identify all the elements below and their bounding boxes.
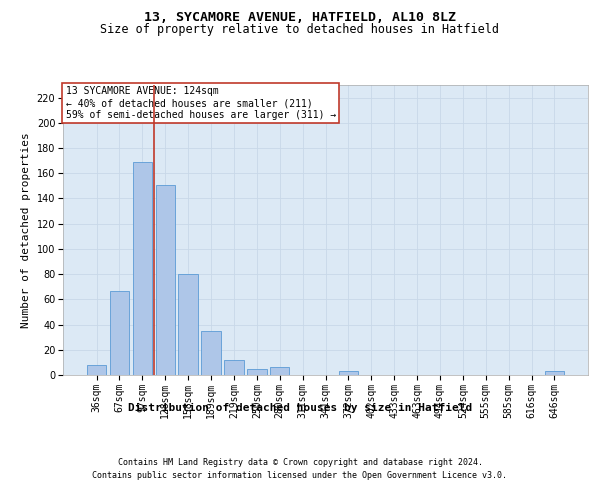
Bar bbox=[87, 365, 106, 375]
Text: Distribution of detached houses by size in Hatfield: Distribution of detached houses by size … bbox=[128, 402, 472, 412]
Text: Contains HM Land Registry data © Crown copyright and database right 2024.: Contains HM Land Registry data © Crown c… bbox=[118, 458, 482, 467]
Bar bbox=[133, 162, 152, 375]
Text: Size of property relative to detached houses in Hatfield: Size of property relative to detached ho… bbox=[101, 22, 499, 36]
Y-axis label: Number of detached properties: Number of detached properties bbox=[21, 132, 31, 328]
Bar bbox=[338, 371, 358, 375]
Bar bbox=[155, 184, 175, 375]
Bar bbox=[247, 368, 266, 375]
Bar bbox=[202, 331, 221, 375]
Bar bbox=[545, 371, 564, 375]
Text: 13 SYCAMORE AVENUE: 124sqm
← 40% of detached houses are smaller (211)
59% of sem: 13 SYCAMORE AVENUE: 124sqm ← 40% of deta… bbox=[65, 86, 336, 120]
Bar bbox=[224, 360, 244, 375]
Bar bbox=[178, 274, 198, 375]
Bar bbox=[270, 368, 289, 375]
Text: 13, SYCAMORE AVENUE, HATFIELD, AL10 8LZ: 13, SYCAMORE AVENUE, HATFIELD, AL10 8LZ bbox=[144, 11, 456, 24]
Bar bbox=[110, 290, 129, 375]
Text: Contains public sector information licensed under the Open Government Licence v3: Contains public sector information licen… bbox=[92, 472, 508, 480]
